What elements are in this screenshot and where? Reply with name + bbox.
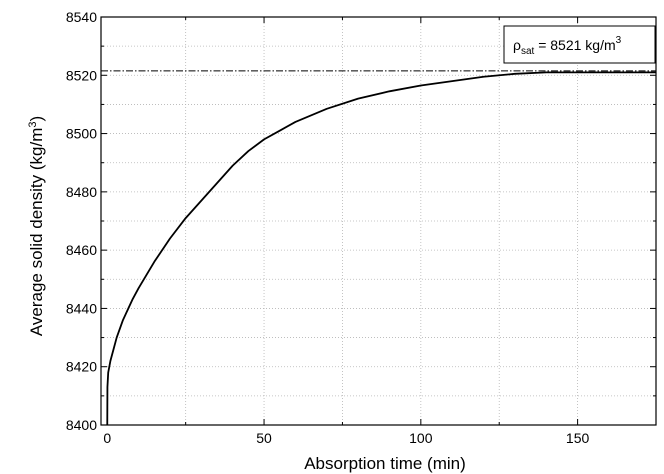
grid	[101, 17, 656, 425]
annotation-subscript: sat	[521, 46, 535, 57]
y-axis-title-close: )	[27, 116, 46, 122]
y-tick-label: 8500	[66, 126, 97, 142]
annotation-symbol: ρ	[513, 37, 521, 53]
x-tick-label: 50	[256, 430, 272, 446]
y-tick-label: 8460	[66, 242, 97, 258]
x-tick-label: 0	[103, 430, 111, 446]
x-tick-label: 150	[566, 430, 590, 446]
y-tick-label: 8480	[66, 184, 97, 200]
ticks	[101, 16, 656, 426]
x-tick-label: 100	[409, 430, 433, 446]
annotation-text: = 8521 kg/m	[534, 37, 615, 53]
annotation-box: ρsat = 8521 kg/m3	[503, 25, 656, 64]
y-axis-title-main: Average solid density (kg/m	[27, 128, 46, 337]
annotation-label: ρsat = 8521 kg/m3	[513, 35, 622, 57]
y-axis-title-superscript: 3	[27, 122, 39, 128]
y-tick-label: 8400	[66, 417, 97, 433]
annotation-superscript: 3	[616, 35, 622, 46]
x-axis-title: Absorption time (min)	[304, 454, 466, 473]
tick-labels: 0 50 100 150 8400 8420 8440 8460 8480 8500 8520 854…	[66, 9, 590, 446]
y-tick-label: 8420	[66, 359, 97, 375]
y-tick-label: 8520	[66, 67, 97, 83]
series-group	[106, 71, 656, 426]
annotation-frame	[503, 25, 656, 64]
y-tick-label: 8440	[66, 300, 97, 316]
density-curve	[106, 71, 656, 426]
y-tick-label: 8540	[66, 9, 97, 25]
y-axis-title: Average solid density (kg/m3)	[27, 116, 46, 336]
